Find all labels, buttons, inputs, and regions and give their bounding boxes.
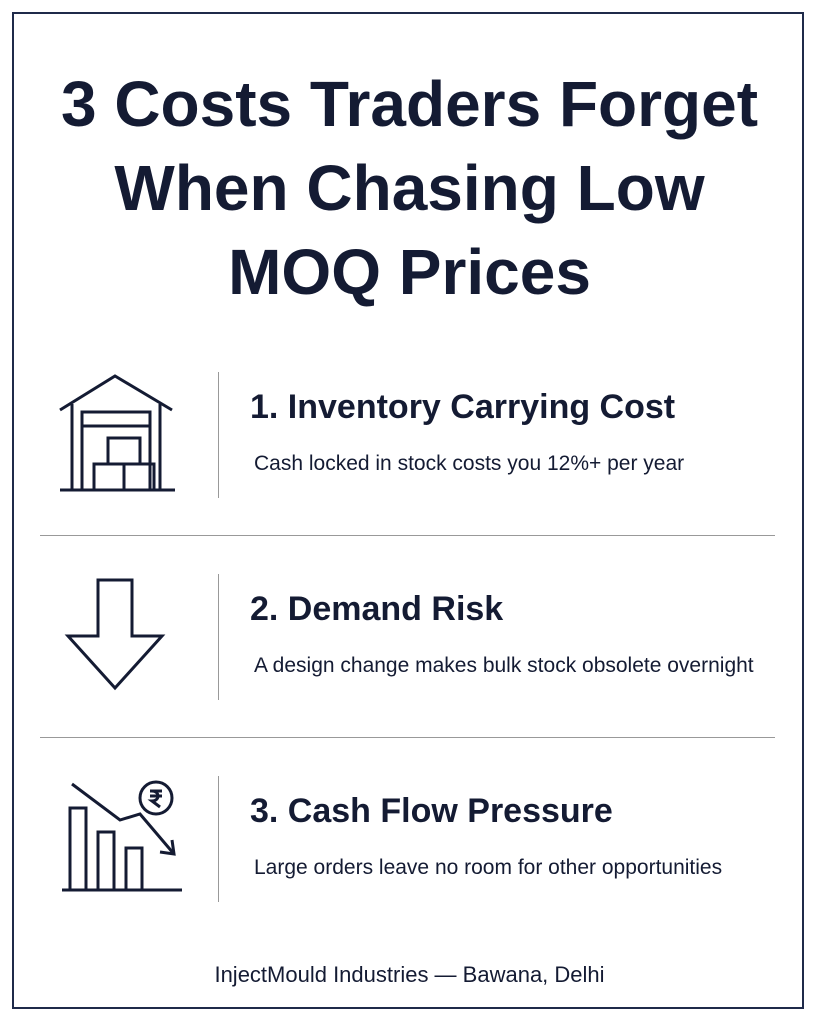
warehouse-icon bbox=[59, 374, 175, 492]
text: Cash locked in stock costs you 12%+ per … bbox=[254, 452, 685, 475]
heading: 3. Cash Flow Pressure bbox=[250, 792, 613, 830]
divider bbox=[218, 574, 219, 700]
title: 3 Costs Traders Forget When Chasing Low … bbox=[60, 68, 759, 308]
cashflow-icon bbox=[62, 780, 182, 892]
item: 1. Inventory Carrying Cost Cash locked i… bbox=[40, 372, 775, 572]
item: 2. Demand Risk A design change makes bul… bbox=[40, 574, 775, 774]
item: 3. Cash Flow Pressure Large orders leave… bbox=[40, 776, 775, 976]
text: Large orders leave no room for other opp… bbox=[254, 856, 723, 879]
separator bbox=[40, 737, 775, 738]
text: A design change makes bulk stock obsolet… bbox=[254, 654, 754, 677]
frame bbox=[12, 12, 804, 1009]
heading: 2. Demand Risk bbox=[250, 590, 504, 628]
divider bbox=[218, 372, 219, 498]
heading: 1. Inventory Carrying Cost bbox=[250, 388, 676, 426]
separator bbox=[40, 535, 775, 536]
arrow-icon bbox=[64, 578, 166, 691]
footer: InjectMould Industries — Bawana, Delhi bbox=[214, 962, 605, 987]
divider bbox=[218, 776, 219, 902]
